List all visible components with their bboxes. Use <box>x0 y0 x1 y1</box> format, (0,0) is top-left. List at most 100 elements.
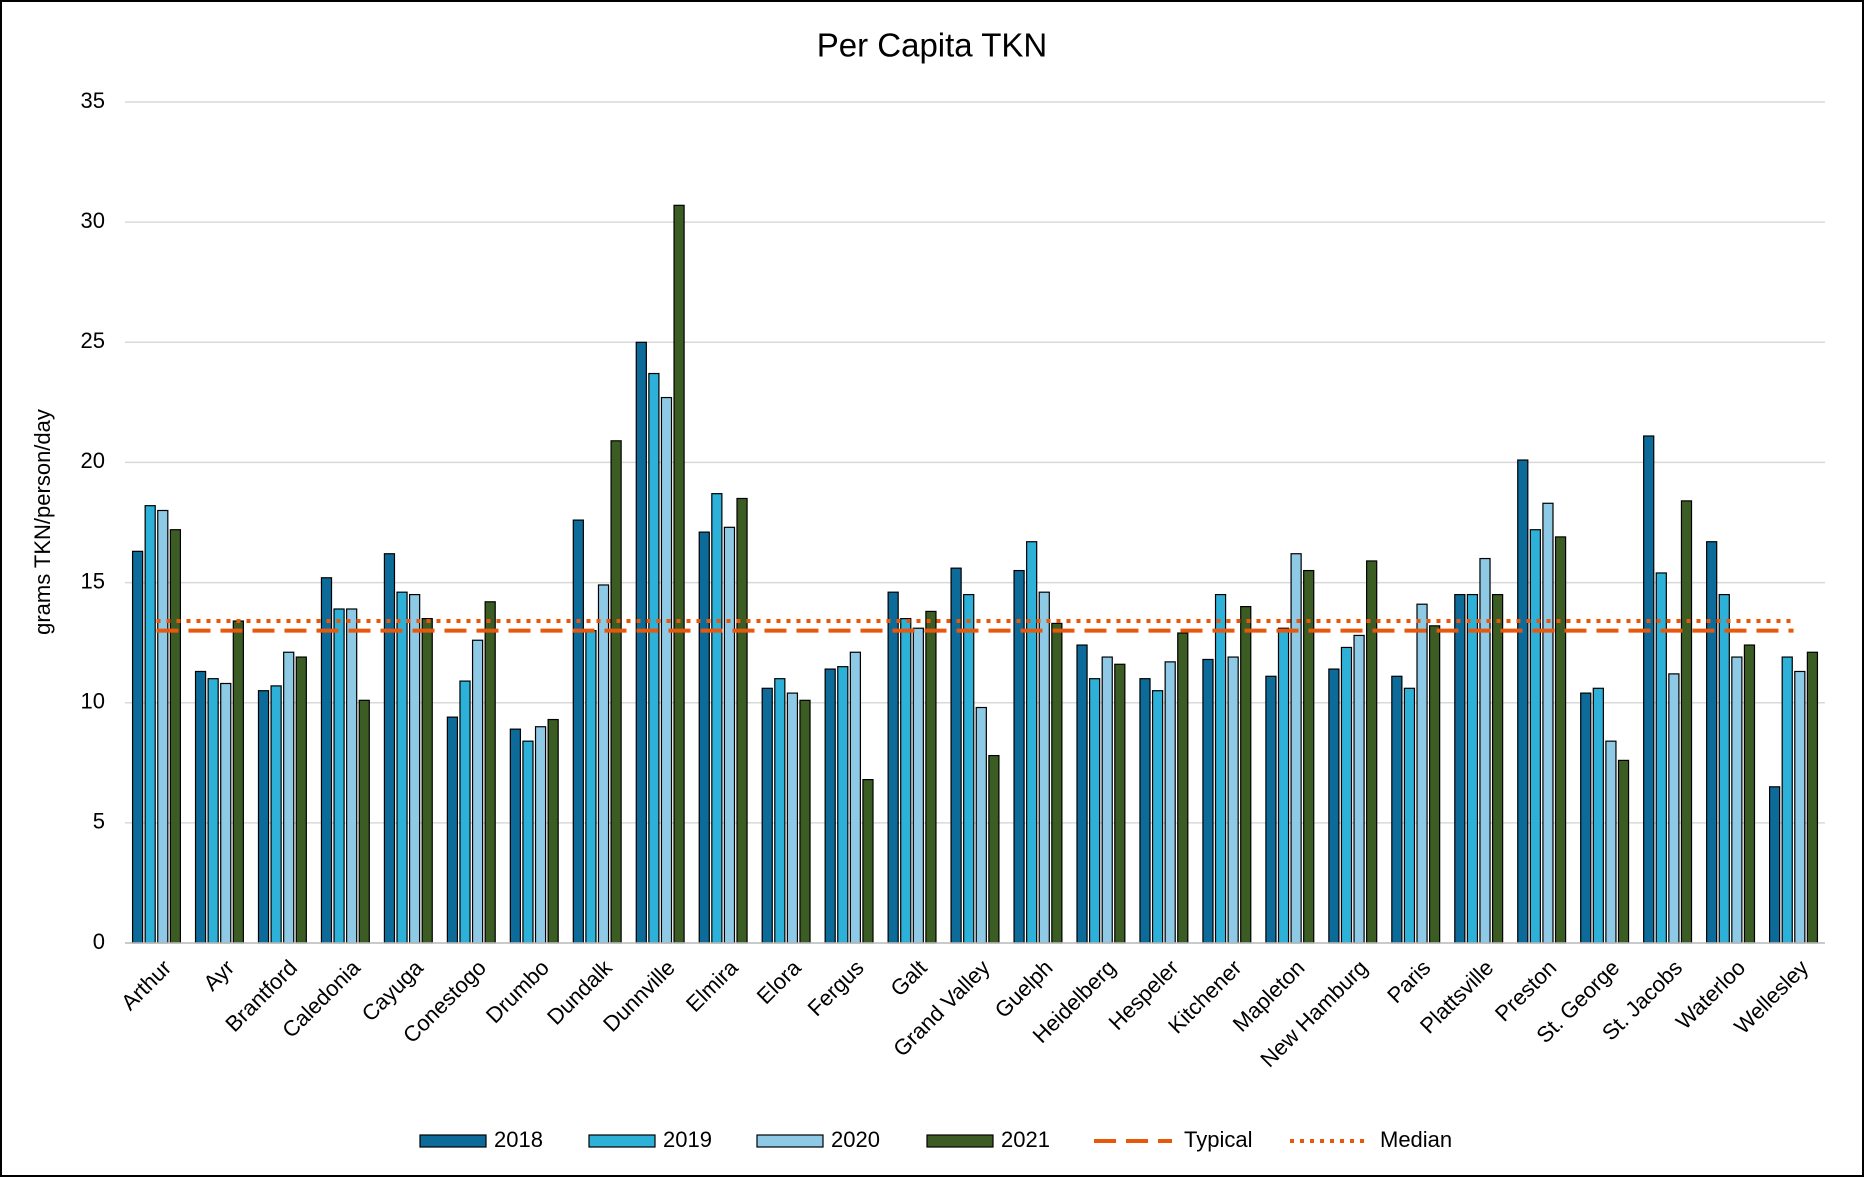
bar <box>1428 625 1441 944</box>
legend-label: Median <box>1380 1127 1452 1152</box>
bar <box>1655 572 1667 944</box>
bar <box>1340 646 1353 944</box>
legend-swatch <box>756 1134 824 1148</box>
bar <box>824 668 836 944</box>
bar <box>1643 435 1655 944</box>
bar <box>572 519 584 944</box>
bar <box>484 601 496 944</box>
bar <box>346 608 358 944</box>
bar <box>471 639 484 944</box>
bar <box>1101 656 1113 944</box>
bar <box>1794 670 1806 944</box>
bar <box>736 497 748 944</box>
bar <box>912 627 924 944</box>
bar <box>1240 605 1252 944</box>
bar <box>157 509 169 944</box>
bar <box>1580 692 1592 944</box>
bar <box>1076 644 1088 944</box>
legend-swatch <box>926 1134 994 1148</box>
bar <box>446 716 459 944</box>
bar <box>1164 661 1176 944</box>
bar <box>698 531 710 944</box>
bar <box>1668 673 1680 944</box>
bar <box>1151 690 1164 944</box>
bar <box>1403 687 1416 944</box>
bar <box>1265 675 1277 944</box>
bar <box>1088 678 1101 944</box>
bar <box>837 666 849 944</box>
bar <box>1605 740 1617 944</box>
bar <box>975 706 987 944</box>
bar <box>1391 675 1403 944</box>
legend-label: 2019 <box>663 1127 712 1152</box>
bar <box>358 699 370 944</box>
bar <box>1114 663 1126 944</box>
legend-swatch <box>588 1134 656 1148</box>
bar <box>585 630 597 944</box>
bar <box>1491 593 1504 944</box>
bar <box>774 678 786 944</box>
bar <box>421 618 433 944</box>
bar <box>194 670 207 944</box>
y-tick-label: 5 <box>93 809 105 834</box>
bar <box>1353 634 1365 944</box>
bar <box>711 493 723 944</box>
bar <box>849 651 862 944</box>
bar <box>396 591 408 944</box>
bar <box>786 692 799 944</box>
bar <box>131 550 144 944</box>
bar <box>1038 591 1050 944</box>
bar <box>1617 759 1630 944</box>
bar <box>597 584 610 944</box>
bar <box>522 740 534 944</box>
bar <box>988 754 1000 944</box>
bar <box>1328 668 1340 944</box>
bar <box>283 651 295 944</box>
bar <box>723 526 736 944</box>
bar <box>220 682 232 944</box>
bar <box>673 204 685 944</box>
bar <box>1466 593 1479 944</box>
bar <box>1214 593 1227 944</box>
bar <box>635 341 647 944</box>
bar <box>1706 541 1718 944</box>
bar <box>1202 658 1214 944</box>
y-tick-label: 15 <box>81 568 105 593</box>
bar <box>1479 557 1491 944</box>
bar <box>900 618 912 944</box>
bar <box>950 567 962 944</box>
bar <box>257 690 270 944</box>
y-tick-label: 30 <box>81 208 105 233</box>
bar <box>1303 569 1315 944</box>
bar <box>799 699 811 944</box>
bar <box>1366 560 1378 944</box>
bar <box>963 593 975 944</box>
bar <box>383 553 396 944</box>
bar <box>232 620 244 944</box>
y-tick-label: 35 <box>81 88 105 113</box>
bar <box>862 779 874 944</box>
bar <box>295 656 307 944</box>
chart-title: Per Capita TKN <box>817 27 1047 64</box>
bar <box>1554 536 1567 944</box>
bar <box>1592 687 1604 944</box>
bar <box>1290 553 1302 944</box>
bar <box>1806 651 1819 944</box>
bar <box>660 396 673 944</box>
y-tick-label: 20 <box>81 448 105 473</box>
y-tick-label: 25 <box>81 328 105 353</box>
legend-label: 2020 <box>831 1127 880 1152</box>
bar <box>509 728 522 944</box>
bar <box>1718 593 1730 944</box>
bar <box>1454 593 1466 944</box>
bar <box>648 372 660 944</box>
legend-label: 2021 <box>1001 1127 1050 1152</box>
bar <box>1177 632 1189 944</box>
bar <box>547 718 559 944</box>
bar <box>534 726 547 944</box>
bar <box>333 608 345 944</box>
legend-swatch <box>419 1134 487 1148</box>
bar <box>1227 656 1239 944</box>
